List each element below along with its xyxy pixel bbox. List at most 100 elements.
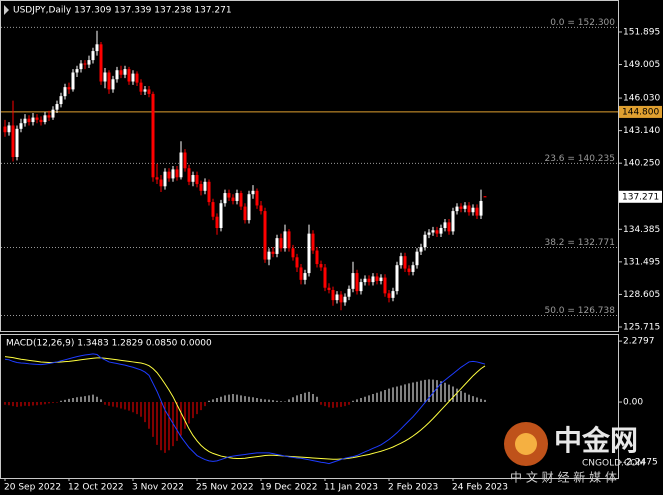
candle-body xyxy=(439,228,443,234)
candle-body xyxy=(443,222,447,229)
x-tick-label: 20 Sep 2022 xyxy=(4,483,61,493)
candle-body xyxy=(455,206,459,212)
x-tick-label: 12 Oct 2022 xyxy=(68,483,124,493)
candle-body xyxy=(79,63,83,70)
candle-body xyxy=(327,287,331,290)
candle-body xyxy=(383,277,387,294)
last-price-tag xyxy=(619,190,662,203)
candle-body xyxy=(483,196,487,198)
candle-body xyxy=(35,117,39,120)
y-tick-label: 134.385 xyxy=(623,225,660,235)
candle-body xyxy=(75,69,79,73)
candle-body xyxy=(87,60,91,65)
candle-body xyxy=(311,233,315,251)
candle-body xyxy=(319,264,323,268)
candle-body xyxy=(239,193,243,207)
candle-body xyxy=(335,294,339,301)
candle-body xyxy=(123,69,127,75)
candle-body xyxy=(375,276,379,281)
candle-body xyxy=(199,184,203,191)
candle-body xyxy=(463,205,467,209)
candle-body xyxy=(19,123,23,129)
y-tick-label: 2.2797 xyxy=(623,337,655,347)
candle-body xyxy=(219,203,223,229)
candle-body xyxy=(95,44,99,52)
y-tick-label: 146.030 xyxy=(623,94,660,104)
candle-body xyxy=(175,169,179,178)
candle-body xyxy=(243,206,247,221)
candle-body xyxy=(39,119,43,123)
candle-body xyxy=(11,125,15,158)
candle-body xyxy=(111,79,115,90)
candle-body xyxy=(59,96,63,105)
candle-body xyxy=(63,87,67,97)
candle-body xyxy=(191,175,195,182)
candle-body xyxy=(163,171,167,187)
horizontal-line-tag xyxy=(619,105,662,118)
y-tick-label: -2.2475 xyxy=(623,458,658,468)
candle-body xyxy=(407,268,411,272)
candle-body xyxy=(251,190,255,195)
candle-body xyxy=(171,169,175,179)
candle-body xyxy=(459,206,463,209)
candle-body xyxy=(7,125,11,133)
candle-body xyxy=(99,44,103,82)
fib-label: 50.0 = 126.738 xyxy=(544,306,615,316)
candle-body xyxy=(371,276,375,283)
candle-body xyxy=(475,207,479,216)
candle-body xyxy=(3,126,7,133)
candle-body xyxy=(31,117,35,123)
macd-pane-frame xyxy=(0,334,619,479)
y-tick-label: 140.250 xyxy=(623,159,660,169)
candle-body xyxy=(411,265,415,272)
candle-body xyxy=(403,256,407,269)
candle-body xyxy=(71,72,75,90)
candle-body xyxy=(247,194,251,221)
candle-body xyxy=(15,128,19,158)
candle-body xyxy=(431,230,435,233)
fib-label: 38.2 = 132.771 xyxy=(544,238,615,248)
candle-body xyxy=(215,216,219,229)
candle-body xyxy=(127,69,131,82)
candle-body xyxy=(271,251,275,254)
watermark-slogan: 中 文 财 经 新 媒 体 xyxy=(510,470,617,485)
candle-body xyxy=(119,70,123,75)
x-tick-label: 11 Jan 2023 xyxy=(324,483,378,493)
candle-body xyxy=(155,177,159,180)
candle-body xyxy=(415,251,419,266)
candle-body xyxy=(131,73,135,82)
watermark-logo-inner xyxy=(515,433,537,455)
candle-body xyxy=(147,89,151,94)
candle-body xyxy=(351,273,355,289)
candle-body xyxy=(447,222,451,232)
horizontal-line-label: 144.800 xyxy=(622,107,659,117)
candle-body xyxy=(307,233,311,274)
y-tick-label: 143.140 xyxy=(623,126,660,136)
candle-body xyxy=(339,294,343,303)
signal-line xyxy=(4,356,486,460)
candle-body xyxy=(51,109,55,118)
candle-body xyxy=(103,72,107,82)
candle-body xyxy=(255,190,259,206)
candle-body xyxy=(399,256,403,266)
watermark-site: CNGOLD.COM xyxy=(582,459,645,469)
candle-body xyxy=(223,193,227,204)
candle-body xyxy=(267,251,271,260)
fib-label: 23.6 = 140.235 xyxy=(544,154,615,164)
candle-body xyxy=(115,70,119,80)
candle-body xyxy=(355,273,359,292)
candle-body xyxy=(27,118,31,123)
candle-body xyxy=(211,202,215,217)
candle-body xyxy=(187,168,191,182)
candle-body xyxy=(323,267,327,288)
title-icon xyxy=(4,5,9,15)
y-tick-label: 151.895 xyxy=(623,27,660,37)
candle-body xyxy=(295,257,299,268)
candle-body xyxy=(299,267,303,280)
candle-body xyxy=(427,232,431,235)
candle-body xyxy=(231,197,235,201)
candle-body xyxy=(275,238,279,254)
candle-body xyxy=(259,205,263,212)
